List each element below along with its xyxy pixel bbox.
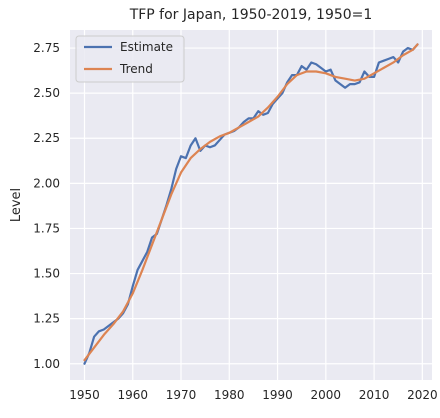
y-tick-label: 2.25 bbox=[33, 131, 60, 145]
x-tick-label: 2020 bbox=[407, 388, 438, 402]
x-tick-label: 1990 bbox=[262, 388, 293, 402]
x-tick-label: 2000 bbox=[311, 388, 342, 402]
y-tick-label: 1.00 bbox=[33, 357, 60, 371]
y-tick-label: 1.50 bbox=[33, 267, 60, 281]
y-axis-label: Level bbox=[9, 188, 24, 222]
legend: Estimate Trend bbox=[75, 35, 185, 83]
x-tick-label: 1960 bbox=[117, 388, 148, 402]
x-tick-label: 1950 bbox=[69, 388, 100, 402]
y-tick-label: 1.75 bbox=[33, 221, 60, 235]
x-tick-label: 1980 bbox=[214, 388, 245, 402]
legend-label-estimate: Estimate bbox=[120, 40, 173, 54]
x-tick-label: 1970 bbox=[166, 388, 197, 402]
grid bbox=[70, 30, 432, 380]
x-tick-label: 2010 bbox=[359, 388, 390, 402]
series-line-estimate bbox=[83, 43, 419, 365]
y-tick-label: 2.50 bbox=[33, 86, 60, 100]
y-axis: 1.00 1.25 1.50 1.75 2.00 2.25 2.50 2.75 bbox=[33, 41, 60, 371]
x-axis: 1950 1960 1970 1980 1990 2000 2010 2020 bbox=[69, 388, 437, 402]
series-line-trend bbox=[83, 43, 419, 362]
legend-label-trend: Trend bbox=[119, 62, 153, 76]
y-tick-label: 2.00 bbox=[33, 176, 60, 190]
plot-background bbox=[70, 30, 432, 380]
y-tick-label: 2.75 bbox=[33, 41, 60, 55]
series-layer bbox=[83, 43, 419, 365]
chart-title: TFP for Japan, 1950-2019, 1950=1 bbox=[129, 7, 373, 23]
y-tick-label: 1.25 bbox=[33, 312, 60, 326]
